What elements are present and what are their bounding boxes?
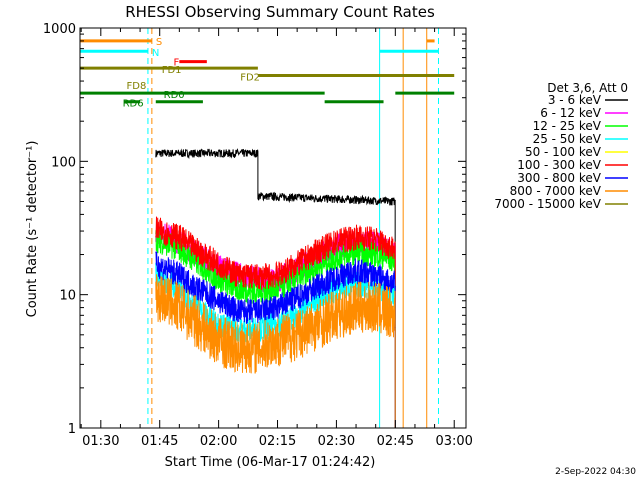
flag-s: S bbox=[80, 37, 435, 48]
plot-border bbox=[79, 27, 467, 429]
legend-label-3: 25 - 50 keV bbox=[533, 132, 602, 146]
series-800-7000kev bbox=[155, 274, 396, 428]
legend-header: Det 3,6, Att 0 bbox=[547, 81, 628, 95]
y-tick-label-3: 1000 bbox=[43, 22, 76, 37]
x-tick-label-4: 02:30 bbox=[318, 434, 355, 449]
flag-label-rd0: RD0 bbox=[164, 90, 185, 101]
flag-label-fd2: FD2 bbox=[240, 73, 260, 84]
flag-n: N bbox=[80, 48, 439, 59]
legend-label-7: 800 - 7000 keV bbox=[510, 184, 602, 198]
x-tick-label-3: 02:15 bbox=[259, 434, 296, 449]
x-tick-label-0: 01:30 bbox=[82, 434, 119, 449]
legend-label-2: 12 - 25 keV bbox=[533, 119, 602, 133]
legend-label-5: 100 - 300 keV bbox=[517, 158, 601, 172]
flag-fd8: FD8 bbox=[127, 81, 147, 92]
series-line-6 bbox=[155, 274, 396, 374]
flag-label-s: S bbox=[156, 37, 162, 48]
x-tick-label-5: 02:45 bbox=[377, 434, 414, 449]
series-line-0 bbox=[155, 148, 396, 206]
flag-rd6: RD6 bbox=[123, 99, 384, 110]
flag-label-f: F bbox=[173, 58, 179, 69]
x-axis-label: Start Time (06-Mar-17 01:24:42) bbox=[165, 455, 376, 470]
x-tick-label-2: 02:00 bbox=[200, 434, 237, 449]
legend-label-4: 50 - 100 keV bbox=[525, 145, 602, 159]
axes-frame: 01:30 01:45 02:00 02:15 02:30 02:45 03:00 1 10 10… bbox=[43, 22, 473, 449]
y-tick-label-2: 100 bbox=[51, 155, 76, 170]
flag-fd2: FD2 bbox=[240, 73, 455, 84]
flag-label-fd1: FD1 bbox=[162, 65, 182, 76]
y-axis-label: Count Rate (s⁻¹ detector⁻¹) bbox=[25, 141, 40, 318]
legend-label-0: 3 - 6 keV bbox=[548, 93, 602, 107]
flag-label-rd6: RD6 bbox=[123, 99, 144, 110]
y-tick-label-0: 1 bbox=[68, 422, 76, 437]
chart-title: RHESSI Observing Summary Count Rates bbox=[125, 3, 435, 21]
flag-fd1: FD1 bbox=[80, 65, 258, 76]
x-tick-label-1: 01:45 bbox=[141, 434, 178, 449]
series-line-5 bbox=[155, 251, 396, 324]
flag-f: F bbox=[173, 58, 207, 69]
footer-timestamp: 2-Sep-2022 04:30 bbox=[555, 467, 636, 477]
legend-label-8: 7000 - 15000 keV bbox=[494, 197, 601, 211]
flag-label-fd8: FD8 bbox=[127, 81, 147, 92]
legend-label-1: 6 - 12 keV bbox=[540, 106, 602, 120]
y-tick-label-1: 10 bbox=[59, 289, 76, 304]
flag-label-n: N bbox=[152, 48, 159, 59]
series-line-4 bbox=[155, 216, 396, 290]
x-tick-label-6: 03:00 bbox=[435, 434, 472, 449]
legend-label-6: 300 - 800 keV bbox=[517, 171, 601, 185]
flag-rd0: RD0 bbox=[80, 90, 455, 101]
